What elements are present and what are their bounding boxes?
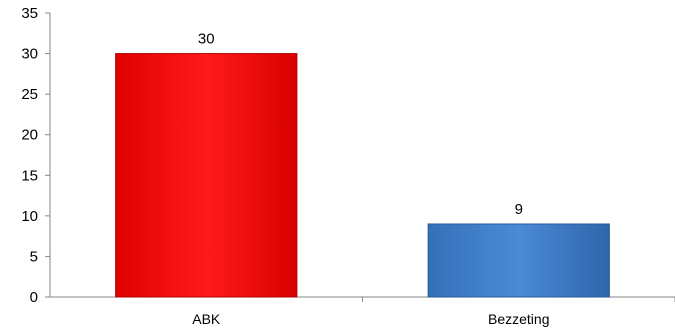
bars [115,53,610,298]
y-tick-label: 35 [21,5,38,22]
y-tick-label: 10 [21,208,38,225]
bar-bezzeting [427,223,610,298]
data-label: 9 [515,201,523,218]
y-tick-label: 30 [21,46,38,63]
x-tick-label: ABK [192,311,221,327]
data-label: 30 [198,31,215,48]
y-tick-label: 25 [21,86,38,103]
y-tick-label: 0 [30,289,38,306]
y-axis: 0 5 10 15 20 25 30 35 [21,5,51,306]
data-labels: 30 9 [198,31,523,218]
x-tick-label: Bezzeting [488,311,549,327]
bar-abk [115,53,298,298]
y-tick-label: 15 [21,167,38,184]
y-tick-label: 20 [21,127,38,144]
y-tick-label: 5 [30,248,38,265]
x-axis: ABK Bezzeting [50,296,675,327]
